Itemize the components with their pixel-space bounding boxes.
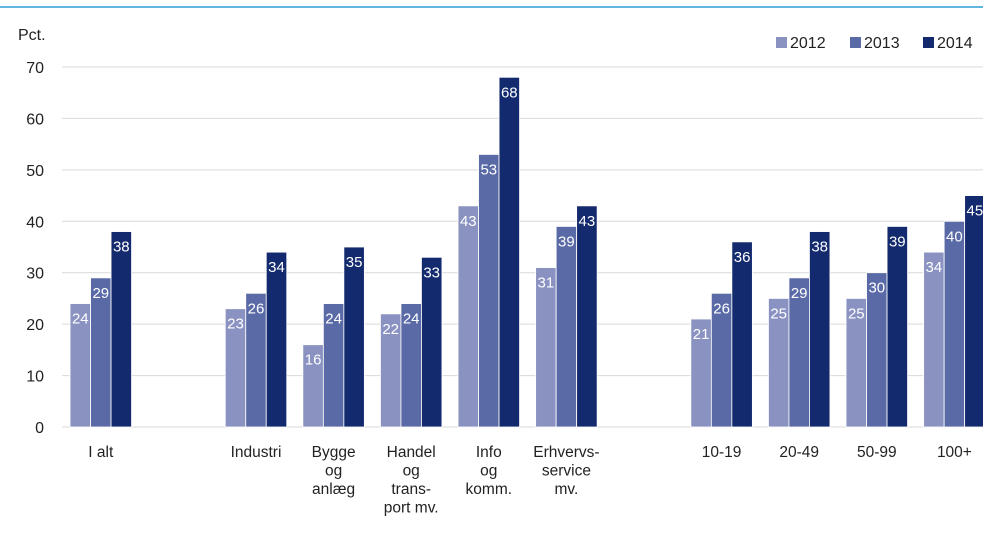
data-label: 35 (346, 254, 363, 271)
y-axis-unit: Pct. (18, 27, 46, 44)
data-label: 24 (403, 311, 420, 328)
data-label: 21 (693, 326, 710, 343)
data-label: 33 (423, 264, 440, 281)
bar-2014 (499, 77, 520, 427)
y-tick-label: 10 (26, 369, 44, 386)
category-label: Bygge (312, 444, 356, 461)
data-label: 16 (305, 352, 322, 369)
data-label: 24 (325, 311, 342, 328)
bar-2012 (458, 206, 479, 427)
data-label: 30 (868, 280, 885, 297)
data-label: 68 (501, 84, 518, 101)
y-tick-label: 0 (35, 420, 44, 437)
bar-layer: 2429382326341624352224334353683139432126… (70, 77, 983, 427)
data-label: 39 (889, 233, 906, 250)
category-label: Industri (231, 444, 282, 461)
data-label: 26 (713, 300, 730, 317)
data-label: 53 (480, 161, 497, 178)
data-label: 38 (113, 239, 130, 256)
data-label: 43 (460, 213, 477, 230)
data-label: 25 (770, 305, 787, 322)
bar-2012 (924, 252, 945, 427)
legend: 2012 2013 2014 (776, 35, 973, 52)
legend-label: 2013 (864, 35, 900, 52)
data-label: 36 (734, 249, 751, 266)
bar-2014 (577, 206, 598, 427)
y-tick-label: 60 (26, 111, 44, 128)
category-label: Handel (387, 444, 436, 461)
category-label: komm. (466, 481, 513, 498)
category-label: anlæg (312, 481, 355, 498)
bar-2014 (887, 226, 908, 427)
category-label: 100+ (937, 444, 972, 461)
bar-2014 (421, 257, 442, 427)
category-label: og (325, 463, 342, 480)
category-label: mv. (554, 481, 578, 498)
category-label: service (542, 463, 591, 480)
bar-2014 (732, 242, 753, 427)
bar-2014 (965, 196, 983, 427)
category-label: 50-99 (857, 444, 897, 461)
data-label: 29 (791, 285, 808, 302)
legend-swatch (923, 37, 934, 48)
legend-swatch (776, 37, 787, 48)
legend-label: 2012 (790, 35, 826, 52)
y-tick-label: 50 (26, 163, 44, 180)
data-label: 40 (946, 228, 963, 245)
grid-layer (62, 67, 983, 427)
bar-2013 (944, 221, 965, 427)
bar-2013 (479, 154, 500, 427)
data-label: 22 (382, 321, 399, 338)
data-label: 26 (248, 300, 265, 317)
y-axis: Pct. 0 10 20 30 40 50 60 70 (18, 27, 46, 437)
category-label: 20-49 (779, 444, 819, 461)
category-label: og (403, 463, 420, 480)
data-label: 25 (848, 305, 865, 322)
y-tick-label: 70 (26, 60, 44, 77)
data-label: 43 (579, 213, 596, 230)
category-label: Erhvervs- (533, 444, 599, 461)
data-label: 31 (538, 275, 555, 292)
y-tick-label: 40 (26, 214, 44, 231)
data-label: 45 (967, 203, 983, 220)
y-tick-label: 30 (26, 266, 44, 283)
data-label: 34 (268, 259, 285, 276)
bar-2013 (556, 226, 577, 427)
data-label: 29 (92, 285, 109, 302)
legend-label: 2014 (937, 35, 973, 52)
legend-swatch (850, 37, 861, 48)
data-label: 39 (558, 233, 575, 250)
data-label: 38 (811, 239, 828, 256)
y-tick-label: 20 (26, 317, 44, 334)
bar-2014 (111, 232, 132, 427)
category-labels: I alt Industri ByggeoganlægHandelogtrans-p… (88, 444, 972, 517)
category-label: Info (476, 444, 502, 461)
category-label: og (480, 463, 497, 480)
bar-2014 (809, 232, 830, 427)
data-label: 23 (227, 316, 244, 333)
data-label: 34 (926, 259, 943, 276)
category-label: port mv. (384, 500, 439, 517)
category-label: I alt (88, 444, 114, 461)
bar-2014 (344, 247, 365, 427)
category-label: trans- (391, 481, 431, 498)
bar-2014 (266, 252, 287, 427)
category-label: 10-19 (702, 444, 742, 461)
data-label: 24 (72, 311, 89, 328)
